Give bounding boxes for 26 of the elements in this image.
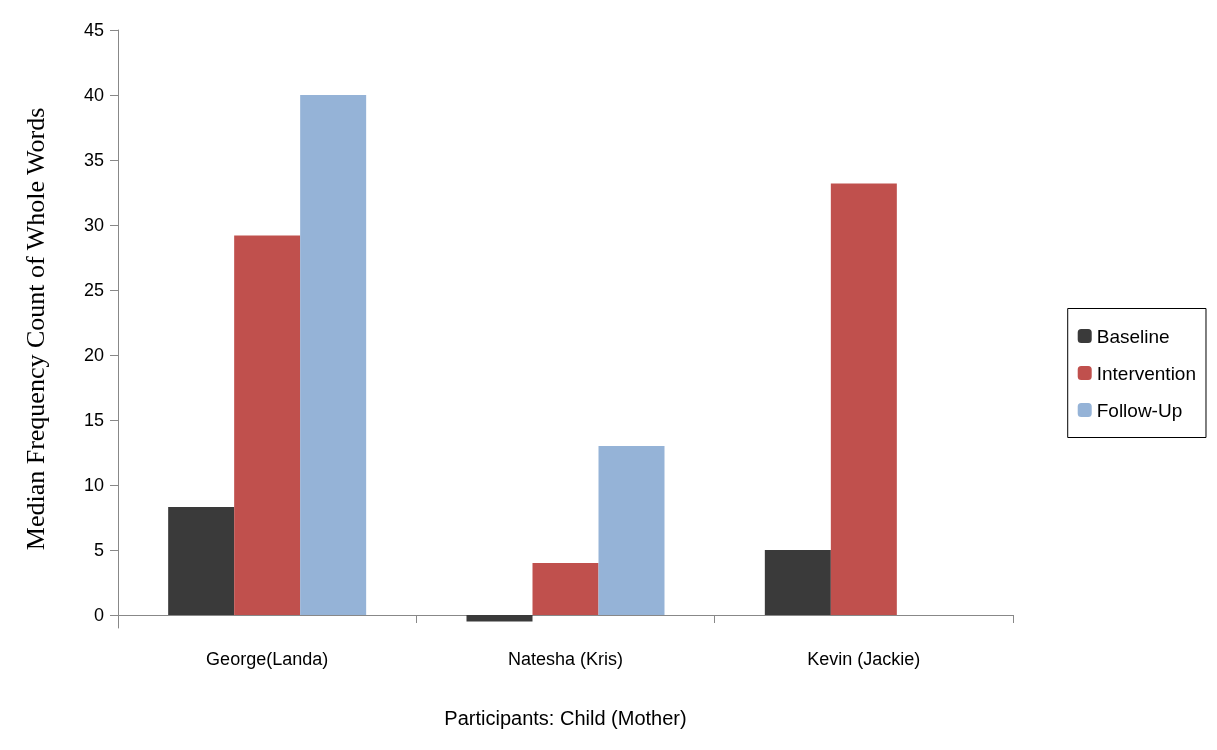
- bar: [764, 550, 831, 615]
- bar: [466, 615, 533, 622]
- bar: [168, 507, 235, 615]
- bar: [300, 95, 367, 615]
- bar: [830, 183, 897, 615]
- y-tick-label: 20: [83, 345, 104, 365]
- legend-label: Intervention: [1096, 362, 1197, 384]
- y-tick-label: 40: [83, 85, 104, 105]
- y-tick-label: 0: [93, 605, 104, 625]
- x-axis-title: Participants: Child (Mother): [444, 707, 687, 729]
- y-tick-label: 35: [83, 150, 104, 170]
- y-tick-label: 10: [83, 475, 104, 495]
- bar: [598, 446, 665, 615]
- bar: [532, 563, 599, 615]
- legend-label: Baseline: [1096, 325, 1170, 347]
- y-tick-label: 30: [83, 215, 104, 235]
- x-tick-label: George(Landa): [206, 649, 329, 669]
- x-tick-label: Natesha (Kris): [507, 649, 624, 669]
- bar: [234, 235, 301, 615]
- y-axis-title: Median Frequency Count of Whole Words: [20, 107, 50, 551]
- y-tick-label: 5: [93, 540, 104, 560]
- y-tick-label: 15: [83, 410, 104, 430]
- legend-label: Follow-Up: [1096, 399, 1183, 421]
- y-tick-label: 45: [83, 20, 104, 40]
- y-tick-label: 25: [83, 280, 104, 300]
- x-tick-label: Kevin (Jackie): [807, 649, 921, 669]
